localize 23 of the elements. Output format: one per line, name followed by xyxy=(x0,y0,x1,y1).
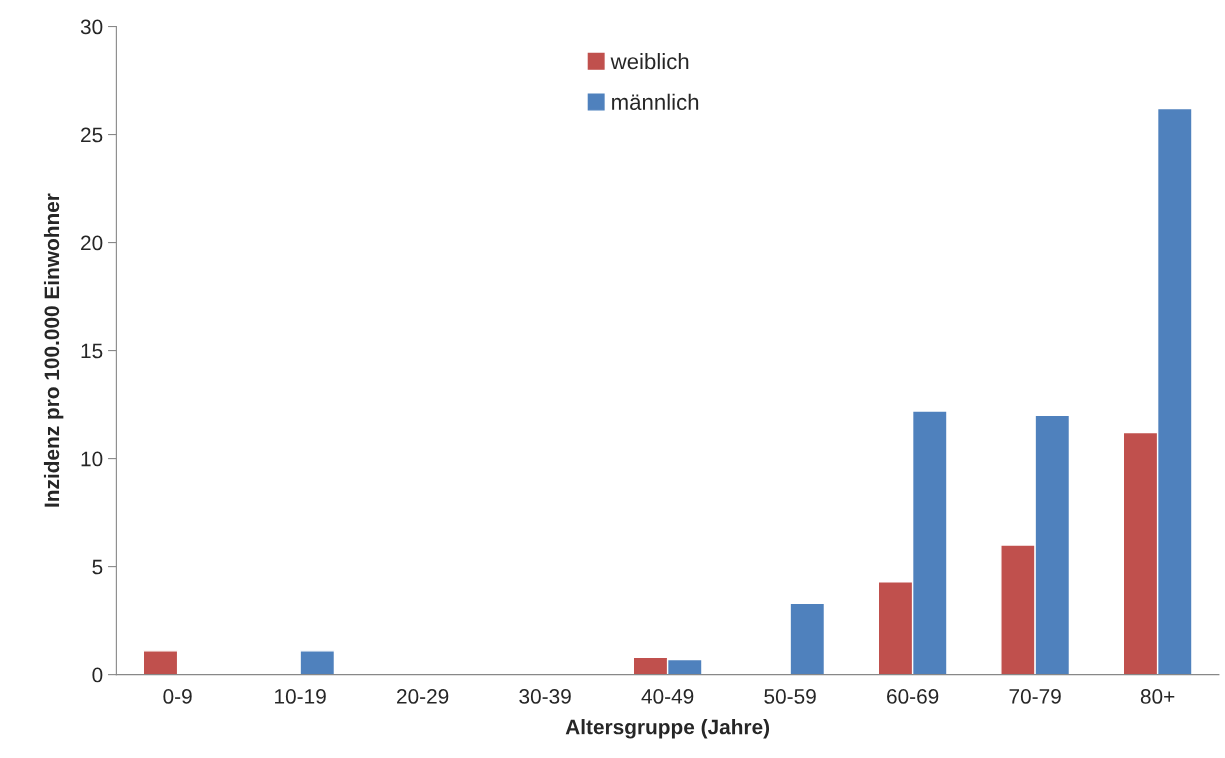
x-tick-label: 0-9 xyxy=(163,689,192,704)
bar xyxy=(789,602,826,675)
bar xyxy=(299,650,336,675)
y-tick-label: 5 xyxy=(92,559,103,575)
x-axis-title: Altersgruppe (Jahre) xyxy=(565,719,770,739)
legend-label: weiblich xyxy=(610,53,689,70)
y-tick-label: 20 xyxy=(81,235,103,251)
x-tick-label: 60-69 xyxy=(887,689,939,704)
y-tick-label: 0 xyxy=(92,667,103,683)
x-tick-label: 50-59 xyxy=(764,689,816,704)
legend-label: männlich xyxy=(612,93,699,111)
y-tick-label: 10 xyxy=(81,451,103,467)
y-tick-label: 15 xyxy=(81,343,103,359)
y-tick-label: 25 xyxy=(81,127,103,143)
x-tick-label: 30-39 xyxy=(519,689,571,704)
y-tick-label: 30 xyxy=(80,19,103,35)
y-axis-title: Inzidenz pro 100.000 Einwohner xyxy=(43,193,64,507)
x-tick-label: 80+ xyxy=(1140,689,1175,704)
x-tick-label: 10-19 xyxy=(275,689,326,704)
bar xyxy=(142,650,179,675)
x-tick-label: 40-49 xyxy=(641,689,694,704)
x-tick-label: 20-29 xyxy=(397,689,449,704)
x-tick-label: 70-79 xyxy=(1009,689,1061,704)
